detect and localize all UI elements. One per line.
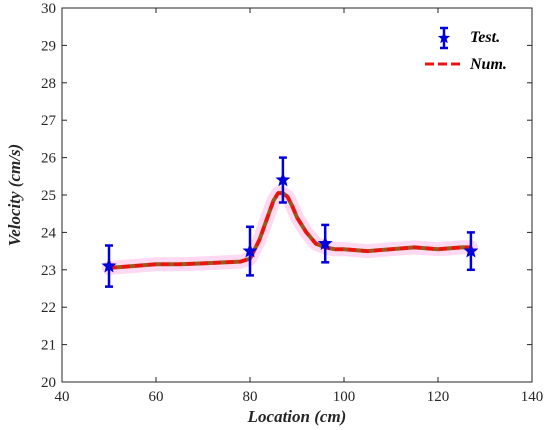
test-point	[242, 243, 258, 258]
x-tick-label: 80	[243, 389, 258, 405]
x-tick-label: 40	[55, 389, 70, 405]
y-tick-label: 20	[41, 375, 56, 391]
x-tick-label: 100	[333, 389, 356, 405]
x-tick-label: 60	[149, 389, 164, 405]
y-axis-title: Velocity (cm/s)	[5, 144, 24, 246]
num-line	[108, 191, 471, 270]
test-point	[463, 243, 479, 258]
y-tick-label: 29	[41, 38, 56, 54]
legend-star	[437, 31, 451, 44]
points-layer	[101, 156, 479, 288]
y-tick-label: 24	[41, 225, 57, 241]
legend-marker-test	[437, 26, 451, 50]
y-tick-label: 25	[41, 188, 56, 204]
y-tick-label: 28	[41, 76, 56, 92]
legend-label-test: Test.	[470, 29, 500, 46]
y-tick-label: 26	[41, 151, 57, 167]
plot-area	[61, 7, 533, 383]
x-tick-label: 140	[521, 389, 544, 405]
y-tick-label: 21	[41, 338, 56, 354]
x-axis-title: Location (cm)	[247, 407, 347, 426]
legend: Test. Num.	[425, 26, 507, 73]
legend-label-num: Num.	[469, 56, 507, 73]
test-point	[317, 235, 333, 250]
x-tick-label: 120	[427, 389, 450, 405]
test-point	[275, 172, 291, 187]
y-tick-label: 23	[41, 263, 56, 279]
ticks-layer: 40 60 80 100 120 140 20 21 22 23 24 25 26 27 28 29 30	[41, 1, 543, 405]
y-tick-label: 22	[41, 300, 56, 316]
y-tick-label: 30	[41, 1, 56, 17]
line-layer	[108, 191, 471, 270]
test-point	[101, 258, 117, 273]
y-tick-label: 27	[41, 113, 57, 129]
